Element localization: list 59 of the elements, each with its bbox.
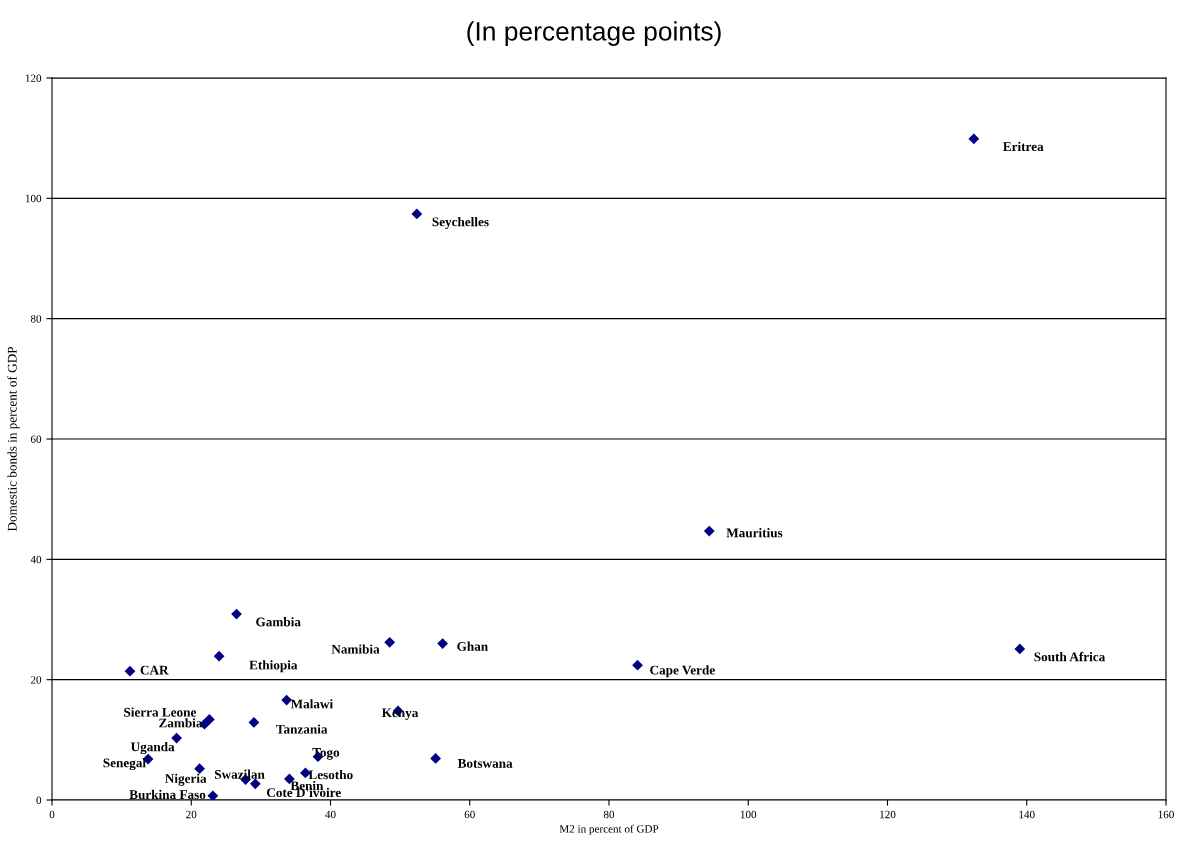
annotation: Uganda [130,741,175,755]
point [194,763,205,775]
point [203,714,215,725]
annotation: Kenya [381,708,419,720]
y-tick-label: 40 [30,555,42,564]
y-tick-label: 80 [30,315,42,323]
point [124,665,136,677]
point [171,732,183,744]
annotation: Malawi [290,699,333,709]
x-tick-label: 0 [49,810,55,819]
x-tick-label: 100 [740,810,757,819]
annotation: Burkina Faso [129,789,206,800]
annotation: Gambia [256,617,301,627]
annotation: Mauritius [726,528,783,538]
annotation: Tanzania [276,724,328,734]
point [437,638,448,649]
point [1014,643,1026,655]
point [411,208,423,220]
annotation: Nigeria [165,773,207,786]
annotation: South Africa [1034,651,1106,662]
x-tick-label: 140 [1019,810,1035,819]
annotation: CAR [140,665,169,675]
annotation: Ethiopia [249,660,298,673]
y-tick-label: 100 [25,194,42,203]
y-tick-label: 20 [30,676,42,684]
annotation: Zambia [159,718,203,728]
y-tick-label: 120 [25,74,42,82]
annotation: Ghan [457,641,488,651]
point [632,659,643,671]
point [207,790,219,800]
annotation: Seychelles [432,216,489,229]
point [703,525,715,537]
point [281,694,293,706]
point [249,778,261,790]
annotation: Swazilan [214,769,265,779]
x-tick-label: 20 [186,810,197,819]
x-tick-label: 40 [325,810,336,819]
x-axis-title: M2 in percent of GDP [559,824,659,835]
chart-title: (In percentage points) [467,21,721,46]
y-tick-label: 60 [30,435,42,443]
annotation: Sierra Leone [124,707,197,717]
point [213,650,225,662]
point [968,133,980,145]
y-axis-title: Domestic bonds in percent of GDP [7,347,20,532]
point [248,717,260,728]
point [430,753,442,764]
annotation: Lesotho [308,769,353,780]
annotation: Botswana [457,759,513,768]
annotation: Namibia [331,644,380,654]
annotation: Senegal [103,758,146,771]
x-tick-label: 80 [603,810,615,819]
annotation: Eritrea [1003,141,1044,152]
x-tick-label: 160 [1158,810,1174,819]
x-tick-label: 60 [464,810,475,819]
x-tick-label: 120 [880,810,896,819]
annotation: Cape Verde [650,665,715,678]
y-tick-label: 0 [36,796,42,804]
point [384,636,396,648]
annotation: Togo [312,748,340,760]
